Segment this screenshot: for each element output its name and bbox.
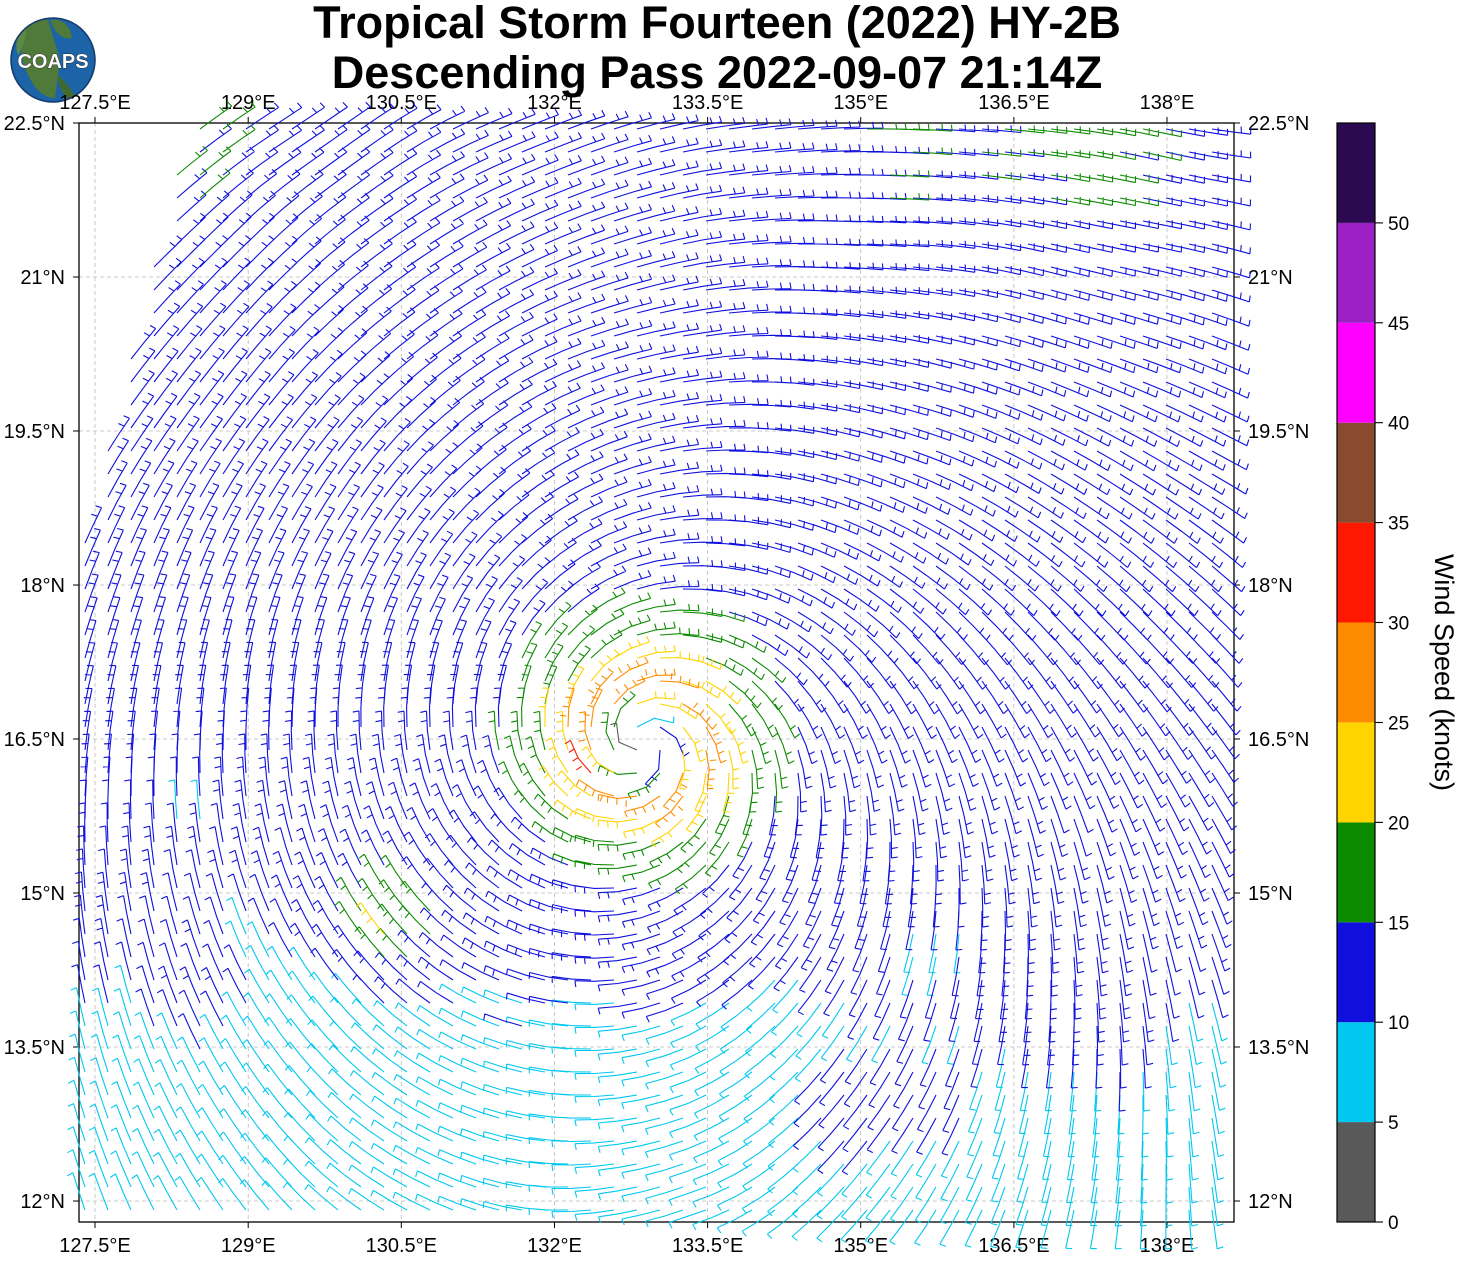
svg-text:132°E: 132°E	[527, 1235, 582, 1257]
svg-text:15°N: 15°N	[20, 883, 65, 905]
svg-text:127.5°E: 127.5°E	[59, 1235, 130, 1257]
svg-text:45: 45	[1388, 314, 1409, 335]
svg-text:15°N: 15°N	[1248, 883, 1293, 905]
svg-text:40: 40	[1388, 414, 1409, 435]
svg-text:19.5°N: 19.5°N	[1248, 421, 1309, 443]
svg-text:5: 5	[1388, 1113, 1399, 1134]
svg-text:10: 10	[1388, 1013, 1409, 1034]
svg-text:135°E: 135°E	[833, 92, 888, 114]
svg-text:19.5°N: 19.5°N	[4, 421, 65, 443]
svg-text:30: 30	[1388, 614, 1409, 635]
svg-text:133.5°E: 133.5°E	[672, 92, 743, 114]
svg-text:22.5°N: 22.5°N	[1248, 113, 1309, 135]
svg-text:21°N: 21°N	[20, 267, 65, 289]
svg-text:136.5°E: 136.5°E	[978, 1235, 1049, 1257]
svg-text:16.5°N: 16.5°N	[1248, 729, 1309, 751]
svg-text:12°N: 12°N	[20, 1191, 65, 1213]
svg-text:50: 50	[1388, 214, 1409, 235]
svg-text:136.5°E: 136.5°E	[978, 92, 1049, 114]
svg-text:132°E: 132°E	[527, 92, 582, 114]
svg-text:15: 15	[1388, 913, 1409, 934]
svg-text:129°E: 129°E	[221, 1235, 276, 1257]
svg-text:12°N: 12°N	[1248, 1191, 1293, 1213]
svg-text:13.5°N: 13.5°N	[1248, 1037, 1309, 1059]
svg-text:16.5°N: 16.5°N	[4, 729, 65, 751]
svg-text:COAPS: COAPS	[17, 51, 88, 73]
svg-text:138°E: 138°E	[1140, 1235, 1195, 1257]
svg-text:Descending Pass 2022-09-07 21:: Descending Pass 2022-09-07 21:14Z	[332, 47, 1102, 98]
svg-text:127.5°E: 127.5°E	[59, 92, 130, 114]
svg-text:Tropical Storm Fourteen (2022): Tropical Storm Fourteen (2022) HY-2B	[313, 0, 1121, 48]
svg-text:138°E: 138°E	[1140, 92, 1195, 114]
svg-text:21°N: 21°N	[1248, 267, 1293, 289]
svg-text:133.5°E: 133.5°E	[672, 1235, 743, 1257]
svg-text:130.5°E: 130.5°E	[366, 1235, 437, 1257]
svg-text:25: 25	[1388, 714, 1409, 735]
svg-text:13.5°N: 13.5°N	[4, 1037, 65, 1059]
svg-text:35: 35	[1388, 514, 1409, 535]
svg-text:0: 0	[1388, 1213, 1399, 1234]
svg-text:18°N: 18°N	[1248, 575, 1293, 597]
svg-text:130.5°E: 130.5°E	[366, 92, 437, 114]
svg-text:20: 20	[1388, 813, 1409, 834]
svg-text:18°N: 18°N	[20, 575, 65, 597]
svg-text:22.5°N: 22.5°N	[4, 113, 65, 135]
svg-text:Wind Speed (knots): Wind Speed (knots)	[1429, 554, 1459, 791]
